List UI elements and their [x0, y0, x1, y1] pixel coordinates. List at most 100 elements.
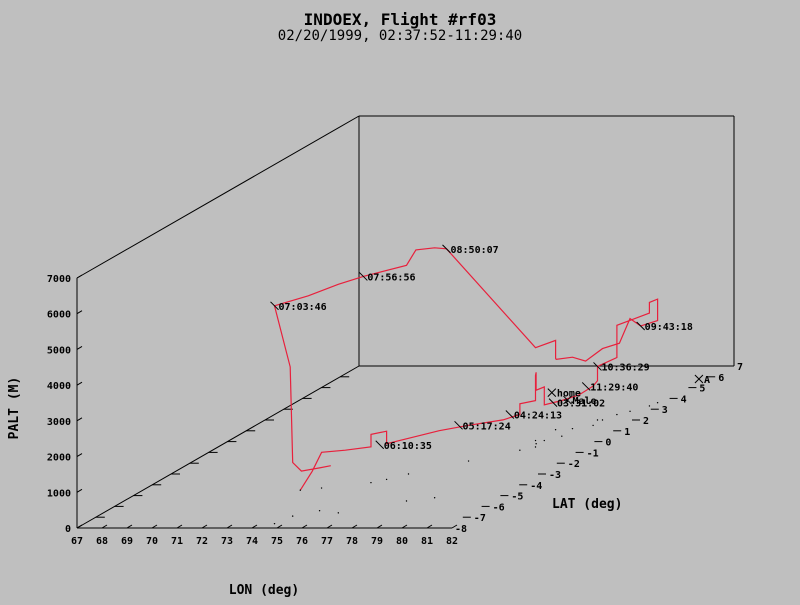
track-ground-dot [616, 413, 618, 416]
location-x [563, 395, 572, 405]
lon-tick-label: 79 [371, 536, 383, 547]
track-ground-dot [291, 515, 294, 517]
track-ground-dot [601, 419, 604, 421]
alt-tick-mark [76, 417, 83, 422]
track-ground-dot [656, 402, 659, 404]
time-label: 03:31:02 [557, 399, 605, 410]
lon-tick-label: 81 [421, 536, 433, 547]
time-annotations: 08:50:07 07:56:56 07:03:46 09:43:18 10:36:29… [270, 244, 693, 452]
lon-tick-label: 78 [346, 536, 358, 547]
alt-tick-label: 6000 [47, 310, 71, 321]
lat-tick-label: -5 [511, 492, 523, 503]
lat-axis-ticks: -8 -7 -6 -5 -4 -3 -2 -1 0 1 2 3 4 5 6 7 [77, 362, 743, 535]
lon-tick-mark [226, 524, 233, 529]
lon-tick-label: 68 [96, 536, 108, 547]
time-label: 08:50:07 [451, 245, 499, 256]
time-label: 07:03:46 [279, 302, 327, 313]
lon-tick-label: 80 [396, 536, 408, 547]
lon-tick-label: 75 [271, 536, 283, 547]
lon-tick-mark [126, 524, 133, 529]
lon-tick-mark [176, 524, 183, 529]
time-label: 10:36:29 [602, 362, 650, 373]
lon-axis-label: LON (deg) [229, 583, 299, 598]
time-marker [358, 272, 368, 281]
time-marker [442, 244, 451, 254]
time-label: 11:29:40 [590, 382, 638, 393]
location-x [547, 388, 557, 397]
track-ground-dot [299, 489, 301, 491]
chart-subtitle: 02/20/1999, 02:37:52-11:29:40 [278, 28, 522, 44]
lon-tick-label: 74 [246, 536, 258, 547]
lat-tick-label: -4 [530, 481, 542, 492]
lat-axis-label: LAT (deg) [552, 497, 622, 512]
alt-axis-ticks: 0 1000 2000 3000 4000 5000 6000 7000 [47, 274, 83, 535]
track-ground-dot [407, 473, 410, 475]
track-ground-dot [596, 419, 599, 421]
location-label: home [557, 389, 581, 400]
time-marker [581, 382, 591, 391]
lat-tick-label: 1 [624, 427, 630, 438]
track-ground-dot [433, 497, 436, 499]
alt-tick-label: 4000 [47, 381, 71, 392]
track-ground-dot [543, 439, 545, 442]
location-x [694, 374, 704, 384]
track-ground-dot [273, 522, 276, 525]
time-marker [505, 410, 515, 419]
alt-axis-label: PALT (M) [7, 377, 22, 440]
track-ground-dot [629, 410, 631, 413]
lat-tick-label: 2 [643, 416, 649, 427]
lat-tick-label: -1 [587, 448, 599, 459]
track-ground-dot [405, 500, 408, 502]
lon-tick-label: 71 [171, 536, 183, 547]
alt-tick-label: 2000 [47, 453, 71, 464]
lat-tick-label: -6 [493, 502, 505, 513]
lon-tick-mark [276, 524, 283, 529]
lon-tick-mark [101, 524, 108, 529]
lon-tick-label: 76 [296, 536, 308, 547]
track-ground-dot [385, 478, 388, 481]
lon-tick-label: 72 [196, 536, 208, 547]
lat-tick-label: -8 [455, 524, 467, 535]
track-ground-dot [519, 449, 521, 451]
alt-tick-mark [76, 453, 83, 458]
lat-tick-label: 3 [662, 405, 668, 416]
time-marker [375, 440, 385, 450]
track-ground-dot [535, 443, 537, 445]
alt-tick-mark [76, 381, 83, 386]
time-label: 07:56:56 [367, 272, 415, 283]
alt-tick-mark [76, 310, 83, 315]
alt-tick-label: 5000 [47, 345, 71, 356]
lon-tick-mark [426, 524, 433, 529]
lon-tick-mark [251, 524, 258, 529]
location-label: A [704, 375, 710, 386]
time-marker [593, 362, 602, 371]
lon-tick-label: 73 [221, 536, 233, 547]
track-ground-dot [318, 510, 321, 512]
track-ground-dot [320, 487, 323, 489]
time-marker [454, 420, 463, 430]
track-ground-dot [337, 512, 340, 514]
plot-frame [76, 115, 735, 529]
lon-tick-mark [451, 524, 458, 529]
track-ground-dot [534, 446, 537, 448]
time-label: 06:10:35 [384, 441, 432, 452]
lon-tick-mark [376, 524, 383, 529]
time-marker [548, 398, 558, 407]
track-ground-dot [370, 481, 372, 484]
alt-tick-label: 3000 [47, 417, 71, 428]
lon-tick-label: 82 [446, 536, 458, 547]
lat-tick-label: 7 [737, 362, 743, 373]
time-marker [270, 301, 279, 311]
track-line [273, 247, 659, 491]
lat-tick-label: 4 [681, 394, 687, 405]
track-ground-dot [648, 405, 651, 407]
alt-tick-mark [76, 345, 83, 350]
track-ground-dot [534, 439, 537, 442]
alt-tick-label: 7000 [47, 274, 71, 285]
lon-tick-mark [201, 524, 208, 529]
alt-tick-mark [76, 524, 83, 529]
lon-tick-label: 77 [321, 536, 333, 547]
location-label: Male [572, 396, 596, 407]
